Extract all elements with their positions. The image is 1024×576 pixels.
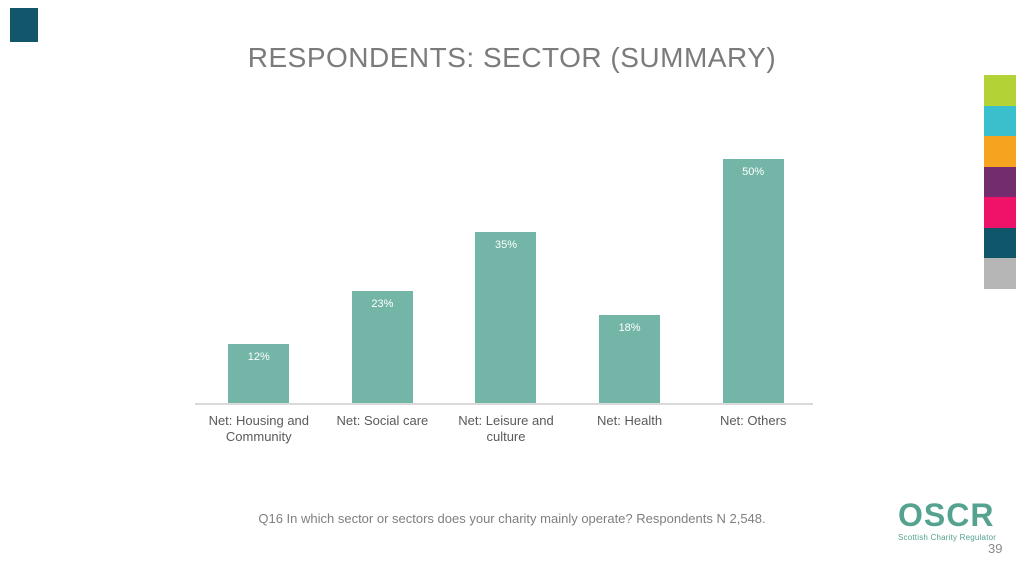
footnote: Q16 In which sector or sectors does your… xyxy=(258,511,766,526)
x-axis-line xyxy=(195,403,813,405)
bar-group: 12% xyxy=(197,150,321,403)
accent-strip-square xyxy=(984,197,1016,228)
bar-1: 12% xyxy=(228,344,290,403)
bar-plot-area: 12% 23% 35% 18% 50% xyxy=(197,150,815,403)
bar-group: 18% xyxy=(568,150,692,403)
x-axis-category-label: Net: Leisure and culture xyxy=(458,413,554,444)
oscr-logo-text: OSCR xyxy=(898,497,995,533)
corner-marker xyxy=(10,8,38,42)
accent-strip-square xyxy=(984,75,1016,106)
bar-5: 50% xyxy=(722,159,784,403)
bar-value-label: 12% xyxy=(247,351,270,364)
bar-value-label: 50% xyxy=(742,166,765,178)
x-axis-category-label: Net: Housing and Community xyxy=(208,413,310,444)
x-axis-labels: Net: Housing and Community Net: Social ca… xyxy=(197,413,815,445)
x-axis-category-label: Net: Health xyxy=(597,413,663,428)
bar-3: 35% xyxy=(475,232,537,403)
bar-value-label: 18% xyxy=(618,322,641,335)
page-number: 39 xyxy=(988,541,1003,556)
x-axis-category-label: Net: Others xyxy=(719,413,787,428)
bar-group: 23% xyxy=(321,150,445,403)
page-title: RESPONDENTS: SECTOR (SUMMARY) xyxy=(247,42,777,73)
x-axis-category-label: Net: Social care xyxy=(336,413,429,428)
bar-group: 35% xyxy=(444,150,568,403)
accent-strip-square xyxy=(984,227,1016,258)
accent-strip xyxy=(984,75,1016,289)
bar-4: 18% xyxy=(599,315,661,403)
bar-value-label: 23% xyxy=(371,297,394,310)
accent-strip-square xyxy=(984,105,1016,136)
oscr-logo-tagline: Scottish Charity Regulator xyxy=(898,533,997,542)
oscr-logo: OSCR Scottish Charity Regulator xyxy=(898,497,997,542)
bar-value-label: 35% xyxy=(494,239,517,252)
accent-strip-square xyxy=(984,136,1016,167)
accent-strip-square xyxy=(984,166,1016,197)
accent-strip-square xyxy=(984,258,1016,289)
bar-group: 50% xyxy=(691,150,815,403)
bar-2: 23% xyxy=(351,290,413,403)
